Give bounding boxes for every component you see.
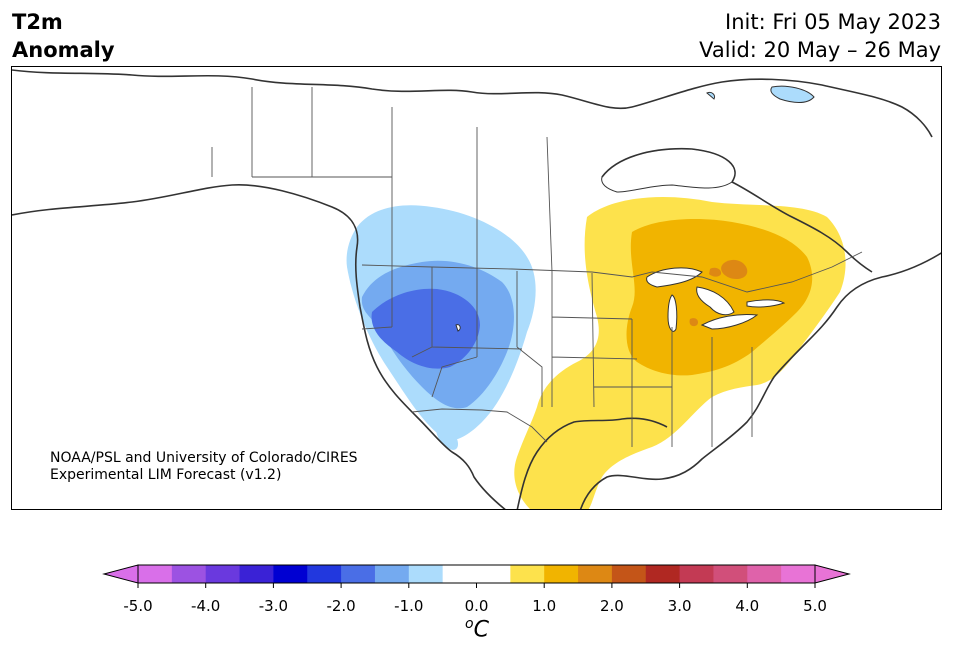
credit-line-2: Experimental LIM Forecast (v1.2): [50, 467, 282, 483]
colorbar-over-arrow: [814, 564, 851, 584]
anomaly-plus-2-5-c: [689, 318, 699, 327]
colorbar-segment: [510, 565, 545, 583]
canada-provinces: [211, 87, 553, 273]
water-features: [601, 85, 815, 193]
political-borders: [211, 87, 863, 447]
colorbar-segment: [679, 565, 714, 583]
colorbar-segment: [273, 565, 308, 583]
credit-note: NOAA/PSL and University of Colorado/CIRE…: [50, 450, 358, 484]
colorbar-segment: [747, 565, 782, 583]
map-title: T2m Anomaly: [12, 8, 115, 64]
colorbar-tick-label: 2.0: [599, 597, 624, 615]
colorbar-segment: [341, 565, 376, 583]
colorbar-svg: [102, 564, 851, 588]
arctic-coast: [12, 69, 933, 138]
colorbar-tick-label: 5.0: [803, 597, 827, 615]
cool-anomaly-region: [346, 205, 536, 450]
colorbar-segment: [611, 565, 647, 583]
labrador-coast: [731, 181, 873, 273]
colorbar-ticks: [137, 583, 816, 588]
colorbar-segment: [205, 565, 241, 583]
colorbar-segment: [138, 565, 173, 583]
atlantic-coast: [579, 252, 941, 509]
hudson-coast: [601, 147, 736, 183]
colorbar-segment: [578, 565, 613, 583]
colorbar-segments: [138, 565, 816, 583]
anomaly-plus-2-5-a: [721, 259, 748, 279]
anomaly-minus-2-5: [371, 288, 480, 369]
colorbar-segment: [239, 565, 274, 583]
colorbar-tick-label: 3.0: [667, 597, 692, 615]
colorbar-tick-label: 0.0: [464, 597, 489, 615]
colorbar-under-arrow: [102, 564, 139, 584]
credit-line-1: NOAA/PSL and University of Colorado/CIRE…: [50, 450, 358, 466]
colorbar-tick-label: 4.0: [735, 597, 760, 615]
colorbar-segment: [307, 565, 342, 583]
valid-date-label: Valid: 20 May – 26 May: [699, 38, 941, 62]
colorbar-segment: [645, 565, 681, 583]
colorbar-segment: [374, 565, 410, 583]
us-mexico-border: [411, 408, 548, 443]
colorbar-tick-label: -5.0: [123, 597, 153, 615]
colorbar-segment: [476, 565, 511, 583]
unit-base: C: [473, 617, 489, 643]
gulf-coast: [516, 417, 668, 509]
title-line-2: Anomaly: [12, 38, 115, 62]
anomaly-minus-0-5-gulf: [436, 425, 459, 450]
colorbar-segment: [781, 565, 816, 583]
coastlines: [12, 69, 941, 509]
unit-label: oC: [465, 616, 489, 642]
colorbar-segment: [544, 565, 579, 583]
forecast-dates: Init: Fri 05 May 2023 Valid: 20 May – 26…: [699, 8, 941, 64]
title-line-1: T2m: [12, 10, 63, 34]
colorbar-segment: [171, 565, 207, 583]
us-canada-border: [361, 251, 863, 293]
pacific-coast: [12, 183, 506, 509]
colorbar-segment: [442, 565, 477, 583]
state-lines-central: [551, 272, 753, 447]
init-date-label: Init: Fri 05 May 2023: [725, 10, 941, 34]
colorbar-tick-label: -1.0: [394, 597, 424, 615]
colorbar-tick-label: -4.0: [191, 597, 221, 615]
colorbar-tick-label: 1.0: [532, 597, 557, 615]
colorbar-tick-label: -2.0: [326, 597, 356, 615]
state-lines-west: [361, 265, 543, 407]
colorbar-segment: [713, 565, 748, 583]
unit-degree: o: [465, 616, 474, 632]
map-canvas: [12, 69, 941, 509]
colorbar-segment: [408, 565, 444, 583]
colorbar-tick-label: -3.0: [258, 597, 289, 615]
anomaly-map: NOAA/PSL and University of Colorado/CIRE…: [11, 66, 942, 510]
anomaly-plus-2-5-b: [709, 267, 722, 277]
